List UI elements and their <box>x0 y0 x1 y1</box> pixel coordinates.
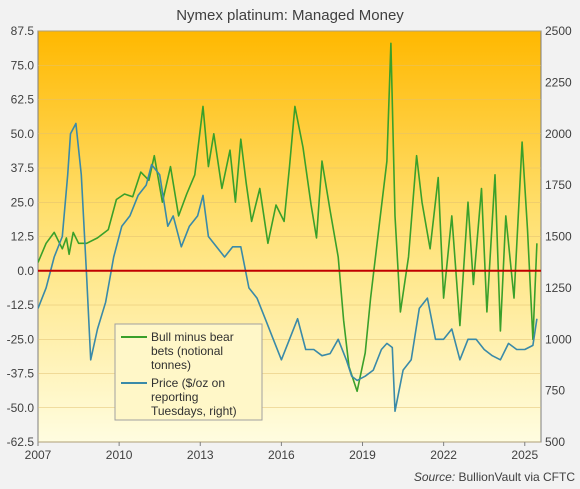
y-left-tick-label: 37.5 <box>11 161 35 175</box>
y-right-tick-label: 2000 <box>545 127 572 141</box>
legend-box <box>114 323 263 421</box>
legend: Bull minus bear bets (notional tonnes) P… <box>114 323 263 421</box>
legend-label-price-2: reporting <box>151 390 198 404</box>
x-tick-label: 2013 <box>187 448 214 462</box>
x-tick-label: 2007 <box>25 448 52 462</box>
y-left-tick-label: 50.0 <box>11 127 35 141</box>
price-line <box>38 122 538 412</box>
y-left-tick-label: 25.0 <box>11 195 35 209</box>
y-right-tick-label: 1250 <box>545 281 572 295</box>
legend-label-net-bets-2: bets (notional <box>151 344 223 358</box>
legend-label-price-3: Tuesdays, right) <box>151 404 237 418</box>
y-left-tick-label: 0.0 <box>17 264 34 278</box>
x-tick-label: 2010 <box>106 448 133 462</box>
legend-label-net-bets-1: Bull minus bear <box>151 330 234 344</box>
x-tick-label: 2025 <box>511 448 538 462</box>
y-right-tick-label: 1750 <box>545 178 572 192</box>
y-left-tick-label: -37.5 <box>7 367 35 381</box>
y-left-tick-label: -62.5 <box>7 435 35 449</box>
y-right-tick-label: 500 <box>545 435 565 449</box>
y-left-tick-label: 62.5 <box>11 93 35 107</box>
left-axis-ticks: 87.5 75.0 62.5 50.0 37.5 25.0 12.5 0.0 -12.5 -25.… <box>7 24 35 449</box>
source-text: BullionVault via CFTC <box>455 470 575 484</box>
y-left-tick-label: 87.5 <box>11 24 35 38</box>
net-bets-line <box>38 42 538 393</box>
y-left-tick-label: -50.0 <box>7 401 35 415</box>
source-note: Source: BullionVault via CFTC <box>414 470 576 484</box>
x-axis-ticks: 2007 2010 2013 2016 2019 2022 2025 <box>25 442 538 462</box>
y-right-tick-label: 750 <box>545 384 565 398</box>
y-left-tick-label: 75.0 <box>11 58 35 72</box>
chart-title: Nymex platinum: Managed Money <box>176 7 404 24</box>
y-left-tick-label: -12.5 <box>7 298 35 312</box>
y-left-tick-label: -25.0 <box>7 332 35 346</box>
y-right-tick-label: 1000 <box>545 332 572 346</box>
legend-label-net-bets-3: tonnes) <box>151 358 191 372</box>
y-left-tick-label: 12.5 <box>11 230 35 244</box>
right-axis-ticks: 2500 2250 2000 1750 1500 1250 1000 750 500 <box>545 24 572 449</box>
y-right-tick-label: 1500 <box>545 230 572 244</box>
x-tick-label: 2019 <box>349 448 376 462</box>
source-prefix: Source: <box>414 470 455 484</box>
legend-label-price-1: Price ($/oz on <box>151 376 225 390</box>
x-tick-label: 2016 <box>268 448 295 462</box>
y-right-tick-label: 2250 <box>545 75 572 89</box>
y-right-tick-label: 2500 <box>545 24 572 38</box>
x-tick-label: 2022 <box>430 448 457 462</box>
